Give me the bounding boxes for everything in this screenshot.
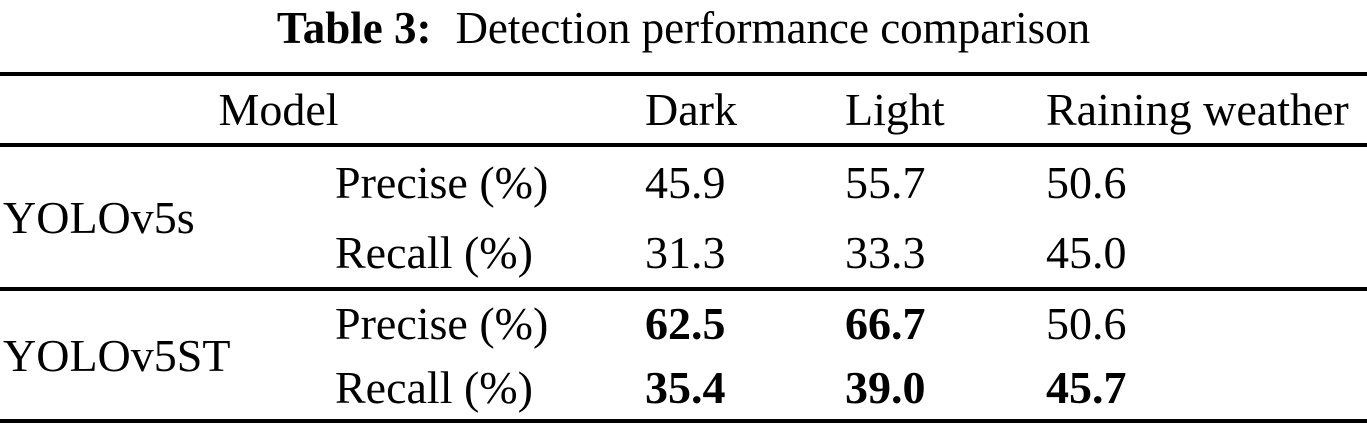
value-cell: 45.9 — [645, 156, 726, 208]
value-cell: 50.6 — [1046, 297, 1127, 349]
header-dark: Dark — [645, 84, 737, 135]
bottom-rule — [0, 419, 1367, 423]
metric-label: Precise (%) — [335, 156, 549, 208]
metric-label: Precise (%) — [335, 297, 549, 349]
header-rule — [0, 143, 1367, 147]
metric-label: Recall (%) — [335, 361, 533, 413]
value-cell: 39.0 — [845, 361, 926, 413]
header-light: Light — [845, 84, 945, 135]
value-cell: 55.7 — [845, 156, 926, 208]
value-cell: 33.3 — [845, 226, 926, 278]
metric-label: Recall (%) — [335, 226, 533, 278]
table-group-yolov5st: YOLOv5ST Precise (%) 62.5 66.7 50.6 Reca… — [0, 291, 1367, 419]
caption-text: Detection performance comparison — [455, 3, 1091, 53]
value-cell: 45.0 — [1046, 226, 1127, 278]
group-separator-rule — [0, 287, 1367, 291]
value-cell: 35.4 — [645, 361, 726, 413]
header-model: Model — [218, 84, 339, 135]
value-cell: 66.7 — [845, 297, 926, 349]
value-cell: 45.7 — [1046, 361, 1127, 413]
value-cell: 62.5 — [645, 297, 726, 349]
model-name: YOLOv5s — [3, 191, 195, 243]
top-rule — [0, 72, 1367, 76]
header-raining-weather: Raining weather — [1046, 84, 1349, 135]
value-cell: 50.6 — [1046, 156, 1127, 208]
model-name: YOLOv5ST — [3, 329, 231, 381]
table-group-yolov5s: YOLOv5s Precise (%) 45.9 55.7 50.6 Recal… — [0, 147, 1367, 287]
table-header-row: Model Dark Light Raining weather — [0, 76, 1367, 143]
value-cell: 31.3 — [645, 226, 726, 278]
table-number-label: Table 3: — [276, 3, 432, 53]
table-caption: Table 3: Detection performance compariso… — [0, 0, 1367, 72]
